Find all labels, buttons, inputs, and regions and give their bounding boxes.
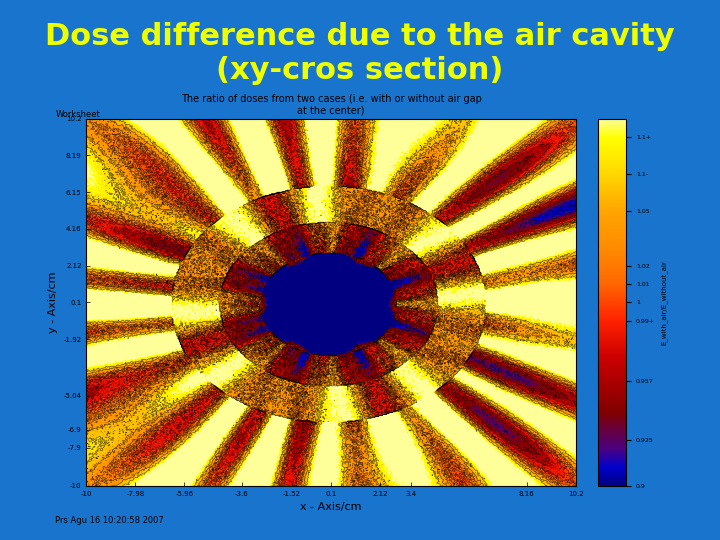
Y-axis label: E_with_air/E_without_air: E_with_air/E_without_air bbox=[661, 260, 667, 345]
Text: Worksheet: Worksheet bbox=[55, 110, 100, 119]
X-axis label: x - Axis/cm: x - Axis/cm bbox=[300, 502, 362, 512]
Text: Prs Agu 16 10:20:58 2007: Prs Agu 16 10:20:58 2007 bbox=[55, 516, 164, 525]
Title: The ratio of doses from two cases (i.e. with or without air gap
at the center): The ratio of doses from two cases (i.e. … bbox=[181, 93, 482, 115]
Text: Dose difference due to the air cavity
(xy-cros section): Dose difference due to the air cavity (x… bbox=[45, 22, 675, 85]
Y-axis label: y - Axis/cm: y - Axis/cm bbox=[48, 272, 58, 333]
